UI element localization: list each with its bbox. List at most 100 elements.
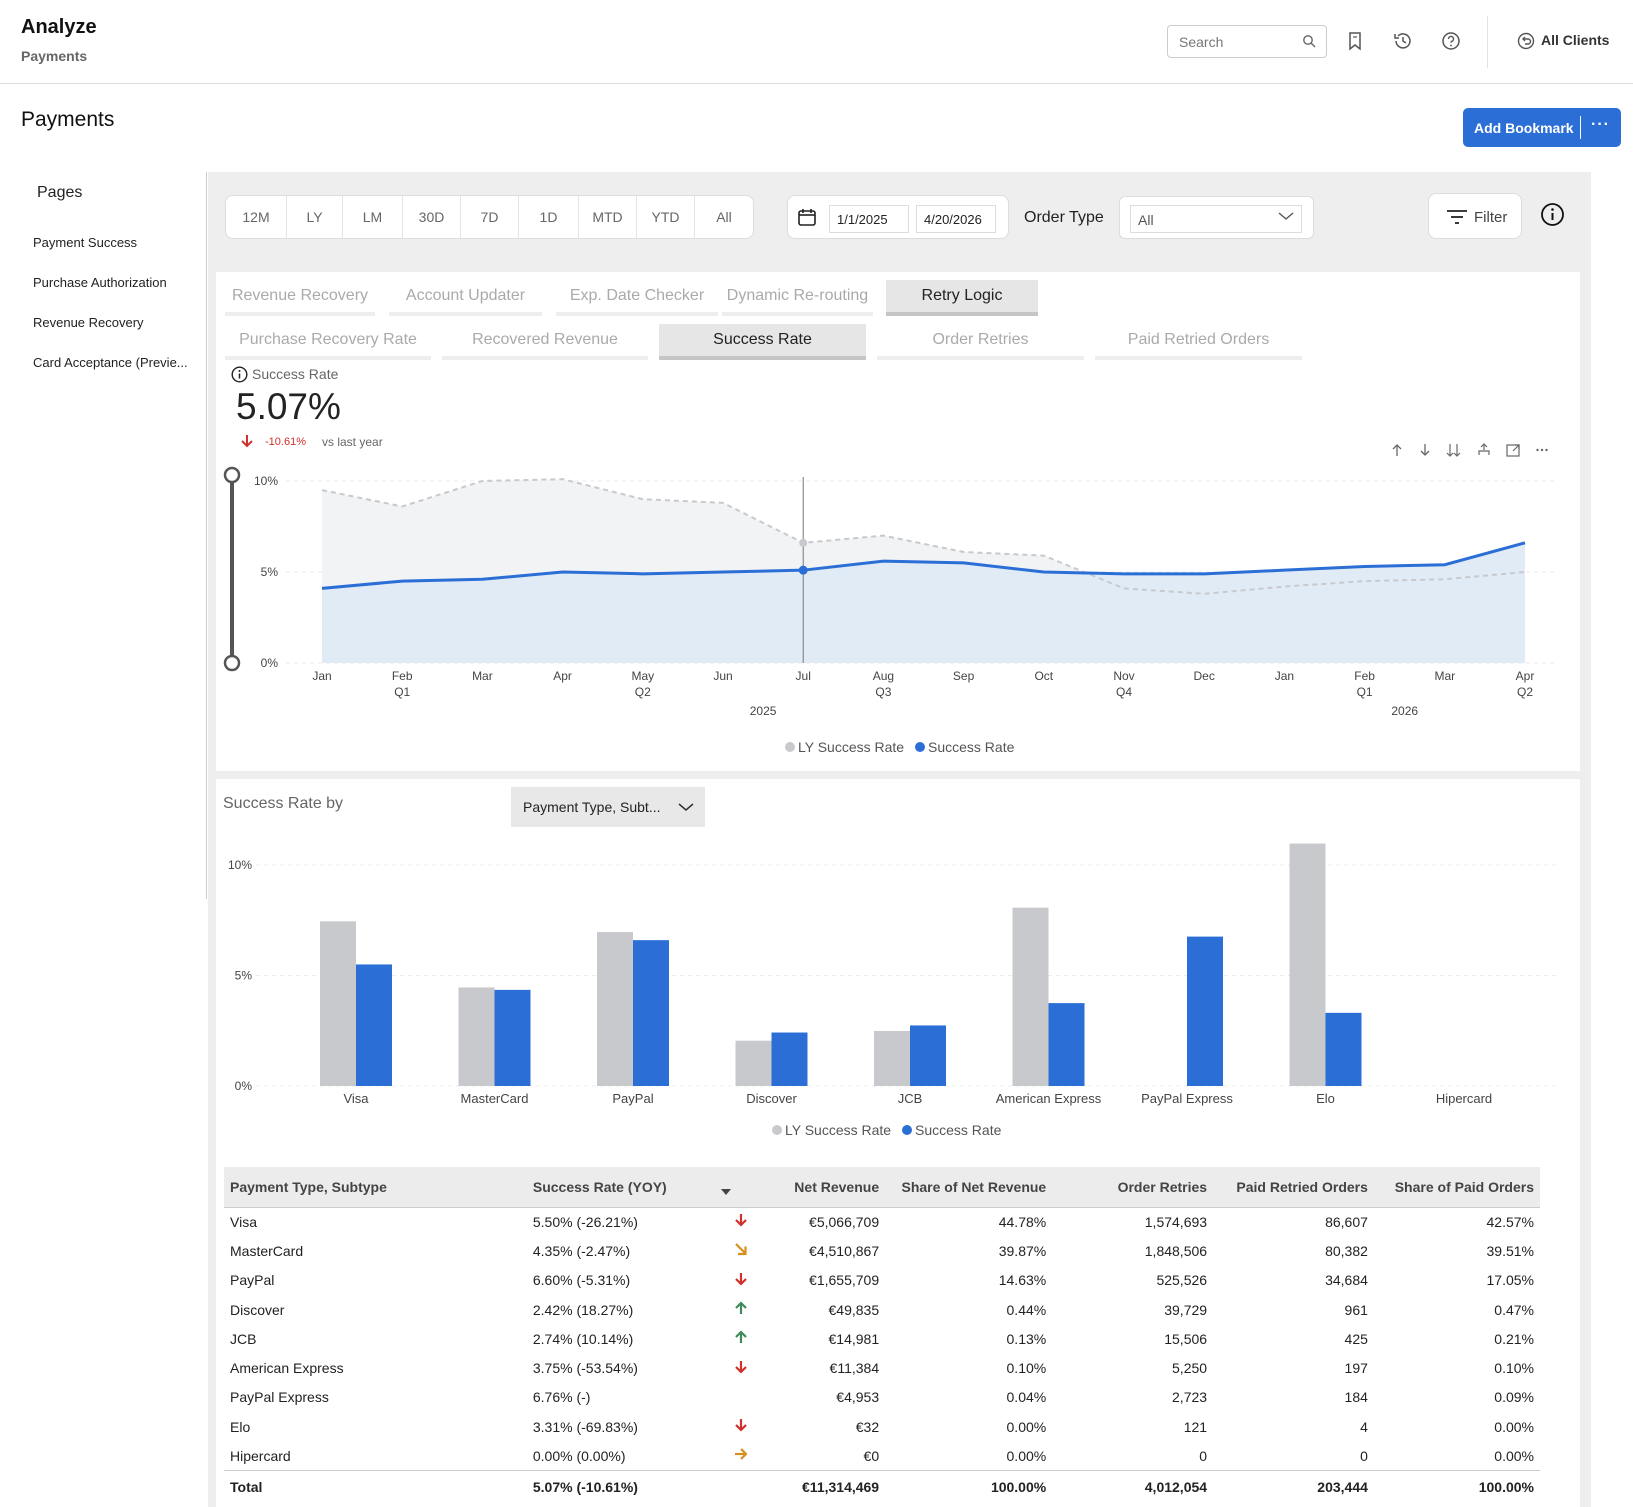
breakdown-title: Success Rate by	[223, 795, 344, 812]
search-input[interactable]: Search	[1167, 25, 1327, 58]
table-row[interactable]: Elo 3.31% (-69.83%) €32 0.00% 121 4 0.00%	[224, 1412, 1540, 1441]
period-lm[interactable]: LM	[343, 196, 403, 238]
dimension-select[interactable]: Payment Type, Subt...	[511, 787, 705, 827]
legend-label-ly: LY Success Rate	[798, 739, 904, 755]
tab-recovered-revenue[interactable]: Recovered Revenue	[442, 324, 648, 360]
period-mtd[interactable]: MTD	[579, 196, 637, 238]
drill-up-icon[interactable]	[1390, 443, 1404, 457]
period-1d[interactable]: 1D	[519, 196, 579, 238]
bar-ly-jcb	[874, 1030, 910, 1086]
col-payment-type[interactable]: Payment Type, Subtype	[224, 1167, 527, 1208]
cell-paid: 4	[1360, 1418, 1368, 1435]
x-quarter-label: Q2	[635, 685, 651, 699]
col-trend[interactable]	[714, 1167, 768, 1208]
period-selector: 12M LY LM 30D 7D 1D MTD YTD All	[225, 195, 754, 239]
cell-paid: 425	[1344, 1330, 1368, 1347]
app-subtitle[interactable]: Payments	[21, 48, 88, 64]
date-to-input[interactable]: 4/20/2026	[916, 205, 996, 233]
col-net-revenue[interactable]: Net Revenue	[767, 1167, 886, 1208]
bar-success-rate-paypal-express	[1187, 936, 1223, 1086]
x-category-label: MasterCard	[461, 1091, 529, 1106]
tab-success-rate[interactable]: Success Rate	[659, 324, 866, 360]
drill-down-icon[interactable]	[1418, 443, 1432, 457]
x-tick-label: Apr	[553, 669, 572, 683]
date-range-picker: 1/1/2025 4/20/2026	[787, 195, 1009, 239]
cell-rate: 3.75% (-53.54%)	[532, 1360, 638, 1377]
hierarchy-icon[interactable]	[1476, 443, 1492, 457]
tab-retry-logic[interactable]: Retry Logic	[886, 280, 1038, 316]
table-row[interactable]: PayPal 6.60% (-5.31%) €1,655,709 14.63% 525,…	[224, 1266, 1540, 1295]
expand-all-icon[interactable]	[1446, 443, 1462, 457]
bar-ly-discover	[735, 1040, 772, 1086]
calendar-icon[interactable]	[797, 207, 817, 227]
tab-order-retries[interactable]: Order Retries	[877, 324, 1084, 360]
page-title: Payments	[21, 108, 115, 131]
cell-share-net: 0.10%	[1006, 1360, 1047, 1377]
cell-share-paid: 39.51%	[1486, 1242, 1534, 1259]
help-icon[interactable]	[1440, 30, 1462, 52]
sidebar-item-payment-success[interactable]: Payment Success	[33, 235, 138, 250]
col-share-net-revenue[interactable]: Share of Net Revenue	[885, 1167, 1053, 1208]
cell-retries: 15,506	[1164, 1330, 1208, 1347]
col-paid-retried-orders[interactable]: Paid Retried Orders	[1213, 1167, 1374, 1208]
cell-retries: 2,723	[1172, 1389, 1208, 1406]
cell-share-net: 0.44%	[1006, 1301, 1047, 1318]
tab-dynamic-rerouting[interactable]: Dynamic Re-routing	[722, 280, 873, 316]
bar-success-rate-paypal	[633, 940, 669, 1086]
table-row[interactable]: Discover 2.42% (18.27%) €49,835 0.44% 39,729…	[224, 1295, 1540, 1324]
col-order-retries[interactable]: Order Retries	[1052, 1167, 1214, 1208]
date-from-input[interactable]: 1/1/2025	[829, 205, 909, 233]
tab-revenue-recovery[interactable]: Revenue Recovery	[225, 280, 375, 316]
period-7d[interactable]: 7D	[461, 196, 519, 238]
period-ytd[interactable]: YTD	[637, 196, 695, 238]
cell-trend	[715, 1412, 767, 1441]
series-line-ly-success-rate	[321, 478, 1526, 595]
data-point-ly	[799, 538, 808, 547]
sidebar-item-revenue-recovery[interactable]: Revenue Recovery	[33, 315, 144, 330]
period-all[interactable]: All	[716, 209, 732, 225]
cell-share-paid: 0.10%	[1494, 1360, 1534, 1377]
col-success-rate[interactable]: Success Rate (YOY)	[526, 1167, 715, 1208]
cell-name: MasterCard	[230, 1242, 304, 1259]
cell-retries: 525,526	[1156, 1272, 1208, 1289]
cell-retries: 121	[1183, 1418, 1208, 1435]
sidebar-item-purchase-authorization[interactable]: Purchase Authorization	[33, 275, 167, 290]
info-icon[interactable]	[1540, 202, 1565, 227]
sort-desc-icon[interactable]	[720, 1189, 731, 1196]
order-type-select[interactable]: All	[1119, 196, 1314, 239]
col-share-paid-orders[interactable]: Share of Paid Orders	[1373, 1167, 1540, 1208]
table-row[interactable]: PayPal Express 6.76% (-) €4,953 0.04% 2,723 1…	[224, 1383, 1540, 1412]
sidebar-item-card-acceptance[interactable]: Card Acceptance (Previe...	[33, 355, 188, 370]
add-bookmark-button[interactable]: Add Bookmark ···	[1463, 108, 1621, 147]
x-year-label: 2025	[750, 704, 777, 718]
cell-name: Discover	[230, 1301, 285, 1318]
table-row[interactable]: Hipercard 0.00% (0.00%) €0 0.00% 0 0 0.00%	[224, 1441, 1540, 1470]
cell-paid: 0	[1360, 1447, 1368, 1464]
bookmark-icon[interactable]	[1344, 30, 1366, 52]
more-options-button[interactable]: ···	[1591, 116, 1610, 133]
return-icon[interactable]	[1517, 32, 1535, 50]
table-row[interactable]: Visa 5.50% (-26.21%) €5,066,709 44.78% 1,574…	[224, 1207, 1540, 1236]
period-30d[interactable]: 30D	[403, 196, 461, 238]
kpi-comparison: vs last year	[322, 435, 383, 449]
tab-account-updater[interactable]: Account Updater	[389, 280, 542, 316]
cell-net: €1,655,709	[809, 1272, 880, 1289]
filter-button[interactable]: Filter	[1428, 193, 1522, 239]
period-ly[interactable]: LY	[287, 196, 343, 238]
table-row[interactable]: American Express 3.75% (-53.54%) €11,384 0.…	[224, 1353, 1540, 1382]
tab-paid-retried-orders[interactable]: Paid Retried Orders	[1095, 324, 1302, 360]
tab-exp-date-checker[interactable]: Exp. Date Checker	[556, 280, 718, 316]
legend-label-ly: LY Success Rate	[785, 1122, 891, 1138]
all-clients-link[interactable]: All Clients	[1541, 32, 1610, 48]
more-options-icon[interactable]	[1535, 443, 1549, 457]
focus-mode-icon[interactable]	[1506, 443, 1521, 457]
table-row[interactable]: MasterCard 4.35% (-2.47%) €4,510,867 39.87%…	[224, 1236, 1540, 1265]
period-12m[interactable]: 12M	[226, 196, 287, 238]
y-tick-label: 5%	[235, 969, 253, 983]
table-row[interactable]: JCB 2.74% (10.14%) €14,981 0.13% 15,506 425 0.…	[224, 1324, 1540, 1353]
info-icon[interactable]	[231, 366, 248, 383]
history-icon[interactable]	[1392, 30, 1414, 52]
x-category-label: PayPal	[612, 1091, 653, 1106]
cell-retries: 5,250	[1172, 1360, 1208, 1377]
tab-purchase-recovery-rate[interactable]: Purchase Recovery Rate	[225, 324, 431, 360]
